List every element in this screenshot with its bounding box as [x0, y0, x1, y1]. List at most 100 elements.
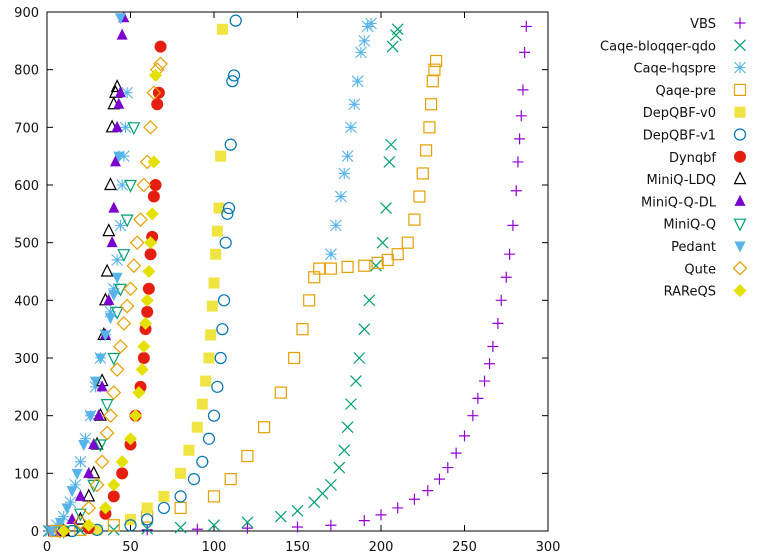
x-tick-label: 50	[122, 540, 139, 555]
data-point	[133, 212, 148, 227]
data-point	[425, 98, 438, 111]
data-point	[215, 150, 227, 162]
data-point	[401, 236, 414, 249]
data-point	[121, 86, 134, 99]
data-point	[200, 375, 212, 387]
data-point	[104, 313, 116, 325]
data-point	[140, 293, 154, 307]
data-point	[202, 432, 216, 445]
data-point	[363, 294, 376, 307]
data-point	[89, 376, 101, 388]
data-point	[422, 485, 434, 497]
data-point	[103, 293, 115, 305]
data-point	[351, 75, 364, 88]
data-point	[66, 486, 78, 498]
legend-label: Qaqe-pre	[656, 84, 716, 99]
legend-label: Dynqbf	[669, 151, 716, 166]
data-point	[333, 461, 346, 474]
data-point	[208, 519, 220, 532]
legend-label: Qute	[684, 262, 716, 277]
y-tick-label: 600	[14, 179, 39, 194]
legend-item: MiniQ-LDQ	[647, 171, 747, 188]
legend-marker	[734, 241, 746, 253]
data-point	[330, 219, 342, 232]
legend-marker	[733, 171, 747, 185]
data-point	[89, 477, 105, 493]
data-point	[100, 399, 114, 412]
data-point	[467, 410, 479, 422]
data-point	[108, 290, 120, 302]
legend-label: DepQBF-v1	[643, 129, 716, 144]
data-point	[324, 262, 337, 275]
data-point	[241, 516, 254, 529]
data-point	[510, 185, 522, 197]
data-point	[207, 490, 221, 503]
data-point	[126, 258, 142, 274]
data-point	[210, 248, 222, 260]
data-point	[107, 523, 120, 536]
data-point	[57, 524, 71, 538]
data-point	[426, 75, 439, 88]
data-point	[142, 265, 156, 278]
data-point	[174, 521, 187, 534]
data-point	[149, 68, 163, 82]
series-miniq-ldq	[57, 79, 124, 537]
legend-item: DepQBF-v0	[643, 106, 746, 121]
data-point	[123, 281, 138, 297]
y-tick-label: 100	[14, 467, 39, 482]
y-tick-label: 700	[14, 121, 39, 136]
data-point	[98, 501, 112, 515]
data-point	[124, 519, 137, 532]
data-point	[206, 300, 218, 312]
data-point	[141, 513, 154, 526]
data-point	[151, 98, 164, 111]
data-point	[109, 155, 121, 167]
data-point	[119, 121, 132, 134]
legend-marker	[732, 260, 748, 276]
x-tick-label: 300	[536, 540, 561, 555]
data-point	[113, 97, 125, 109]
data-point	[153, 56, 168, 72]
legend-item: RAReQS	[664, 284, 747, 300]
data-point	[174, 501, 187, 515]
legend-label: MiniQ-Q	[663, 218, 716, 233]
data-point	[124, 179, 137, 193]
data-point	[224, 138, 237, 151]
data-point	[495, 294, 507, 306]
data-point	[113, 339, 128, 354]
data-point	[84, 411, 96, 423]
data-point	[217, 294, 231, 307]
data-point	[419, 144, 433, 157]
y-tick-label: 0	[31, 525, 39, 540]
data-point	[91, 524, 103, 536]
data-point	[110, 79, 124, 93]
data-point	[141, 502, 153, 514]
data-point	[119, 298, 135, 314]
data-point	[146, 85, 162, 101]
data-point	[338, 167, 351, 180]
data-point	[221, 207, 234, 220]
data-point	[73, 508, 87, 522]
data-point	[135, 363, 149, 377]
legend-marker	[733, 218, 747, 232]
data-point	[110, 306, 124, 320]
data-point	[408, 493, 420, 505]
data-point	[229, 14, 242, 27]
data-point	[116, 28, 128, 40]
data-point	[450, 447, 462, 459]
data-point	[226, 75, 239, 88]
data-point	[124, 432, 137, 446]
data-point	[106, 385, 122, 400]
data-point	[149, 179, 162, 191]
data-point	[103, 408, 118, 424]
data-point	[355, 46, 367, 59]
data-point	[107, 490, 120, 503]
y-tick-label: 300	[14, 352, 39, 367]
data-point	[147, 155, 161, 169]
data-point	[64, 496, 77, 509]
legend-item: Caqe-hqspre	[633, 62, 746, 77]
data-point	[500, 271, 512, 283]
series-qute	[53, 56, 168, 539]
data-point	[350, 375, 362, 387]
data-point	[88, 438, 100, 449]
